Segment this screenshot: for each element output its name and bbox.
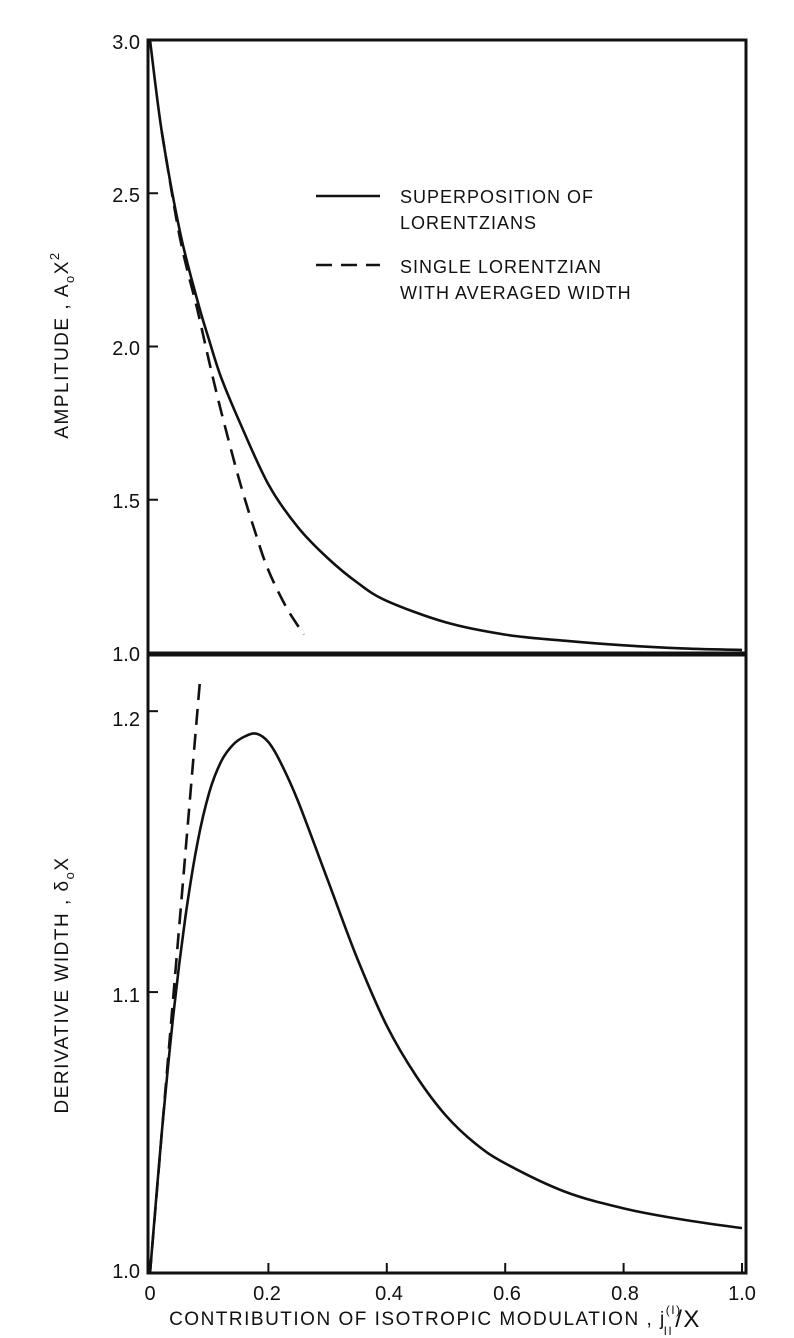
x-tick-label: 1.0 <box>728 1283 756 1305</box>
amplitude-solid-curve <box>148 39 743 652</box>
bottom-y-axis-title: DERIVATIVE WIDTH , δoX <box>52 856 77 1113</box>
top-y-tick-label: 3.0 <box>112 32 140 54</box>
legend-label: SINGLE LORENTZIAN <box>400 257 602 277</box>
width-dashed-curve <box>148 677 202 1274</box>
x-tick-label: 0.8 <box>611 1283 639 1305</box>
top-panel-frame <box>146 38 748 655</box>
x-tick-label: 0.2 <box>253 1283 281 1305</box>
legend-label: SUPERPOSITION OF <box>400 187 594 207</box>
bottom-y-tick-label: 1.0 <box>112 1261 140 1283</box>
x-tick-label: 0.6 <box>493 1283 521 1305</box>
legend: SUPERPOSITION OF LORENTZIANS SINGLE LORE… <box>316 187 632 303</box>
bottom-y-tick-label: 1.1 <box>112 985 140 1007</box>
curves-layer <box>148 39 743 1274</box>
top-y-tick-label: 2.0 <box>112 338 140 360</box>
top-y-tick-label: 1.5 <box>112 491 140 513</box>
bottom-y-tick-label: 1.2 <box>112 709 140 731</box>
bottom-panel-frame <box>146 653 748 1275</box>
amplitude-dashed-curve <box>160 131 305 636</box>
legend-label: WITH AVERAGED WIDTH <box>400 283 632 303</box>
top-y-axis-title: AMPLITUDE , AoX2 <box>47 251 77 438</box>
top-y-tick-label: 1.0 <box>112 644 140 666</box>
x-tick-label: 0 <box>144 1283 155 1305</box>
x-axis-title: CONTRIBUTION OF ISOTROPIC MODULATION , j… <box>169 1303 701 1338</box>
top-y-tick-label: 2.5 <box>112 185 140 207</box>
legend-label: LORENTZIANS <box>400 213 537 233</box>
width-solid-curve <box>148 732 743 1274</box>
x-tick-label: 0.4 <box>375 1283 403 1305</box>
